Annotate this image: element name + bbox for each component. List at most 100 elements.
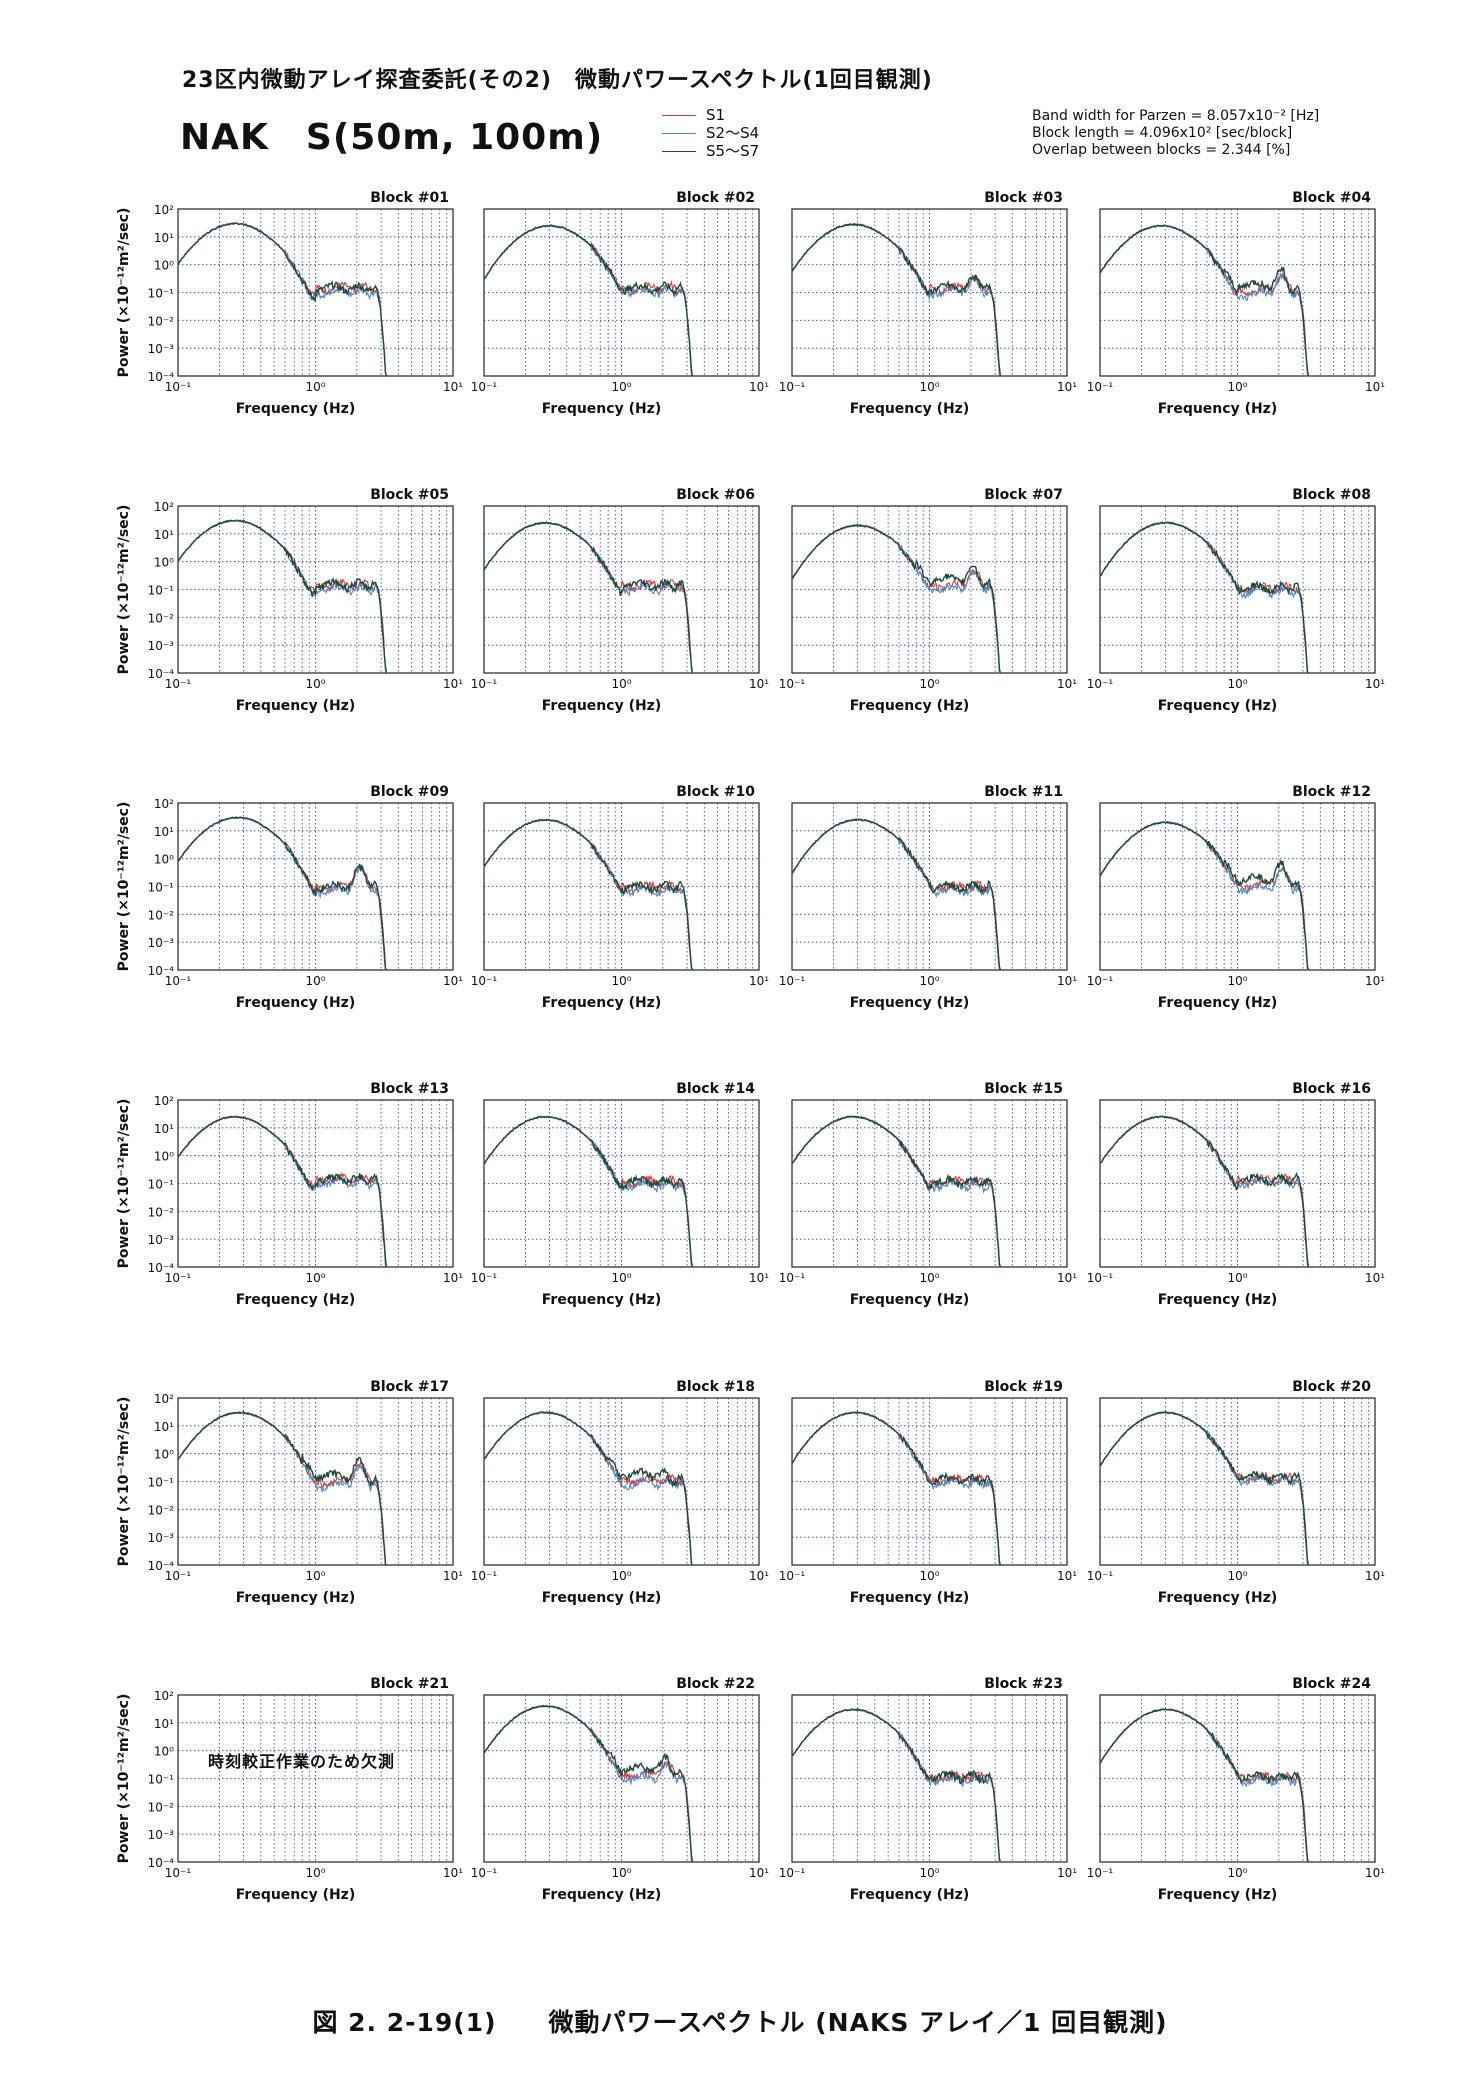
y-tick-label: 10⁻³ (148, 639, 175, 653)
x-axis-label: Frequency (Hz) (850, 698, 969, 714)
x-tick-label: 10¹ (749, 974, 769, 988)
x-axis-label: Frequency (Hz) (542, 698, 661, 714)
panel-title: Block #21 (370, 1676, 449, 1692)
legend-swatch (662, 114, 696, 116)
y-axis-label: Power (×10⁻¹²m²/sec) (116, 208, 132, 378)
panel-title: Block #03 (984, 190, 1063, 206)
x-axis-label: Frequency (Hz) (1158, 1887, 1277, 1903)
x-tick-label: 10⁻¹ (779, 380, 806, 394)
page-subtitle: NAK S(50m, 100m) (180, 117, 604, 158)
x-tick-label: 10⁰ (919, 1271, 939, 1285)
analysis-parameters: Band width for Parzen = 8.057x10⁻² [Hz] … (1032, 108, 1319, 159)
x-tick-label: 10¹ (1365, 380, 1385, 394)
x-axis-label: Frequency (Hz) (1158, 401, 1277, 417)
spectrum-panel: Block #16 10⁻¹ 10⁰ 10¹ Frequency (Hz) (1087, 1081, 1385, 1308)
panel-title: Block #22 (676, 1676, 755, 1692)
legend-swatch (662, 150, 696, 152)
y-tick-label: 10⁻³ (148, 1531, 175, 1545)
x-tick-label: 10⁰ (919, 1866, 939, 1880)
x-axis-label: Frequency (Hz) (542, 995, 661, 1011)
x-tick-label: 10¹ (443, 677, 463, 691)
y-axis-label: Power (×10⁻¹²m²/sec) (116, 1099, 132, 1269)
panel-title: Block #10 (676, 784, 755, 800)
x-tick-label: 10⁻¹ (165, 1271, 192, 1285)
y-tick-label: 10⁻³ (148, 936, 175, 950)
panel-title: Block #19 (984, 1379, 1063, 1395)
x-tick-label: 10¹ (443, 974, 463, 988)
x-axis-label: Frequency (Hz) (850, 401, 969, 417)
y-tick-label: 10⁰ (154, 1745, 174, 1759)
spectrum-line (791, 1115, 1002, 1268)
x-tick-label: 10⁰ (305, 677, 325, 691)
x-tick-label: 10¹ (1365, 1271, 1385, 1285)
x-tick-label: 10¹ (1057, 1866, 1077, 1880)
x-tick-label: 10⁻¹ (1087, 1271, 1114, 1285)
legend-item: S1 (662, 106, 759, 124)
x-tick-label: 10⁻¹ (471, 1569, 498, 1583)
y-tick-label: 10⁻⁴ (148, 1856, 175, 1870)
x-axis-label: Frequency (Hz) (850, 1887, 969, 1903)
y-tick-label: 10¹ (154, 825, 174, 839)
x-tick-label: 10⁰ (611, 974, 631, 988)
panel-title: Block #06 (676, 487, 755, 503)
x-tick-label: 10⁻¹ (165, 677, 192, 691)
y-tick-label: 10¹ (154, 1717, 174, 1731)
y-tick-label: 10² (154, 1689, 174, 1703)
x-axis-label: Frequency (Hz) (850, 1292, 969, 1308)
x-tick-label: 10¹ (443, 1271, 463, 1285)
y-tick-label: 10⁻² (148, 1800, 175, 1814)
x-axis-label: Frequency (Hz) (236, 1887, 355, 1903)
x-tick-label: 10⁰ (1227, 974, 1247, 988)
x-tick-label: 10⁻¹ (165, 1866, 192, 1880)
x-tick-label: 10⁻¹ (471, 1271, 498, 1285)
x-tick-label: 10⁻¹ (779, 1271, 806, 1285)
x-tick-label: 10⁰ (1227, 1866, 1247, 1880)
spectrum-panel: Block #04 10⁻¹ 10⁰ 10¹ Frequency (Hz) (1087, 190, 1385, 417)
spectrum-line (483, 1115, 694, 1268)
missing-note: 時刻較正作業のため欠測 (208, 1752, 395, 1771)
x-tick-label: 10¹ (1057, 677, 1077, 691)
spectrum-panel: Block #21 10² 10¹ 10⁰ 10⁻¹ 10⁻² 10⁻³ 10⁻⁴ Power … (116, 1676, 463, 1903)
y-axis-label: Power (×10⁻¹²m²/sec) (116, 505, 132, 675)
x-tick-label: 10⁻¹ (471, 380, 498, 394)
panel-title: Block #09 (370, 784, 449, 800)
panel-title: Block #02 (676, 190, 755, 206)
x-axis-label: Frequency (Hz) (850, 995, 969, 1011)
panel-title: Block #08 (1292, 487, 1371, 503)
panel-title: Block #16 (1292, 1081, 1371, 1097)
x-tick-label: 10⁰ (919, 677, 939, 691)
spectrum-panel: Block #17 10² 10¹ 10⁰ 10⁻¹ 10⁻² 10⁻³ 10⁻⁴ Power … (116, 1379, 463, 1606)
spectrum-panel: Block #20 10⁻¹ 10⁰ 10¹ Frequency (Hz) (1087, 1379, 1385, 1606)
y-tick-label: 10⁰ (154, 853, 174, 867)
x-tick-label: 10⁻¹ (779, 1569, 806, 1583)
panel-title: Block #04 (1292, 190, 1371, 206)
spectrum-panel: Block #14 10⁻¹ 10⁰ 10¹ Frequency (Hz) (471, 1081, 769, 1308)
y-tick-label: 10⁻² (148, 611, 175, 625)
x-axis-label: Frequency (Hz) (236, 1590, 355, 1606)
x-tick-label: 10¹ (749, 380, 769, 394)
x-tick-label: 10⁰ (919, 1569, 939, 1583)
x-tick-label: 10⁰ (305, 1866, 325, 1880)
x-tick-label: 10⁰ (305, 1569, 325, 1583)
x-tick-label: 10⁰ (919, 974, 939, 988)
y-tick-label: 10² (154, 797, 174, 811)
x-tick-label: 10⁻¹ (471, 677, 498, 691)
y-tick-label: 10¹ (154, 528, 174, 542)
spectrum-panel: Block #23 10⁻¹ 10⁰ 10¹ Frequency (Hz) (779, 1676, 1077, 1903)
spectrum-line (483, 521, 694, 674)
legend-label: S5～S7 (706, 142, 760, 160)
x-axis-label: Frequency (Hz) (1158, 1292, 1277, 1308)
spectrum-panel: Block #24 10⁻¹ 10⁰ 10¹ Frequency (Hz) (1087, 1676, 1385, 1903)
y-tick-label: 10⁰ (154, 1150, 174, 1164)
panel-title: Block #18 (676, 1379, 755, 1395)
spectrum-line (483, 818, 694, 971)
x-axis-label: Frequency (Hz) (850, 1590, 969, 1606)
spectrum-panel: Block #19 10⁻¹ 10⁰ 10¹ Frequency (Hz) (779, 1379, 1077, 1606)
y-axis-label: Power (×10⁻¹²m²/sec) (116, 1694, 132, 1864)
spectrum-line (177, 519, 388, 674)
legend-label: S2～S4 (706, 124, 760, 142)
legend: S1 S2～S4 S5～S7 (662, 106, 759, 160)
spectrum-line (1099, 1410, 1310, 1566)
y-axis-label: Power (×10⁻¹²m²/sec) (116, 1397, 132, 1567)
spectrum-panel: Block #01 10² 10¹ 10⁰ 10⁻¹ 10⁻² 10⁻³ 10⁻⁴ Power … (116, 190, 463, 417)
